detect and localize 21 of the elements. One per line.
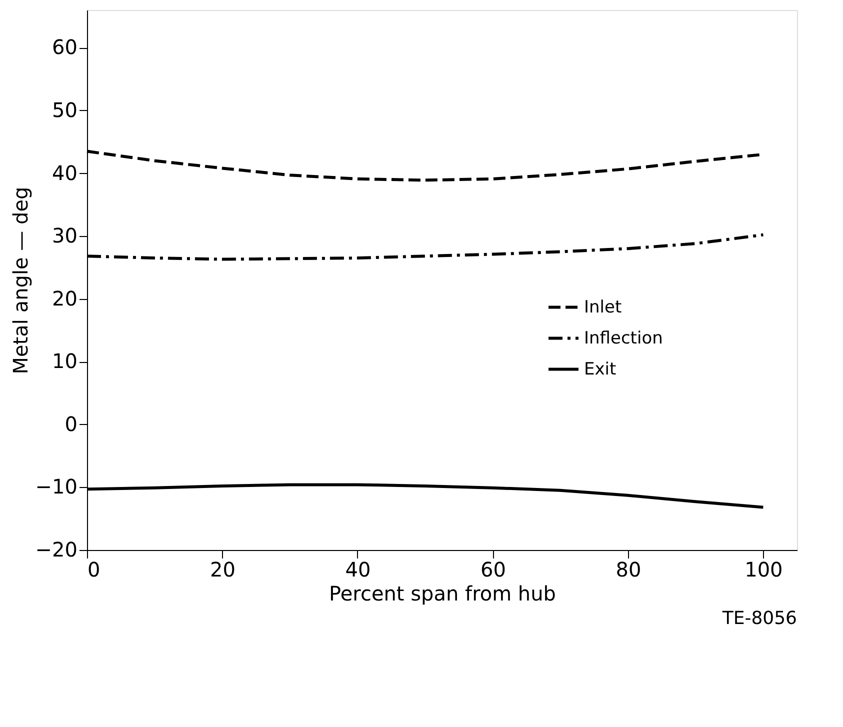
x-tick-label: 40 — [345, 558, 371, 582]
legend-label: Exit — [584, 359, 617, 380]
x-tick-label: 20 — [210, 558, 236, 582]
y-tick-label: 50 — [52, 98, 78, 122]
text: TE-8056 — [721, 608, 797, 629]
y-tick-label: −10 — [35, 474, 78, 499]
x-tick-label: 0 — [88, 558, 100, 582]
x-tick-label: 100 — [744, 558, 783, 582]
y-tick-label: 20 — [52, 286, 78, 310]
legend-label: Inlet — [584, 297, 622, 318]
y-tick-label: 10 — [52, 349, 78, 374]
x-axis-title: Percent span from hub — [329, 582, 556, 606]
x-tick-label: 80 — [616, 558, 642, 582]
y-tick-label: −20 — [35, 538, 78, 562]
y-tick-label: 40 — [52, 160, 78, 185]
y-tick-label: 0 — [64, 412, 78, 436]
legend-label: Inflection — [584, 328, 663, 348]
y-tick-label: 60 — [52, 35, 78, 60]
x-tick-label: 60 — [480, 558, 506, 582]
y-axis-title: Metal angle — deg — [8, 186, 32, 374]
y-tick-label: 30 — [52, 224, 78, 248]
